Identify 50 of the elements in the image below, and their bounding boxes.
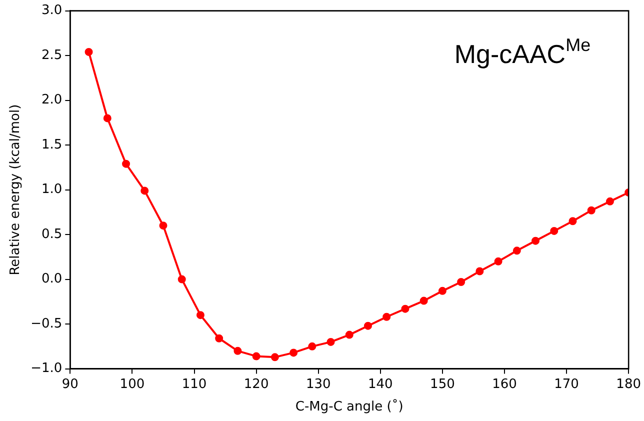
point [568,217,577,226]
x-tick-label: 100 [120,376,145,392]
x-tick-label: 160 [492,376,517,392]
point [457,278,466,286]
y-tick-label: −0.5 [30,316,62,332]
point [494,257,502,266]
y-tick-label: 1.0 [41,182,62,198]
point [159,222,168,230]
point [178,275,186,284]
y-tick-label: 2.0 [41,92,62,108]
point [476,267,484,276]
y-tick-label: 0.0 [41,272,62,287]
x-tick-label: 150 [430,376,455,392]
x-tick-label: 90 [62,376,78,392]
point [532,236,540,245]
y-axis-title: Relative energy (kcal/mol) [8,104,24,276]
y-tick-label: 2.5 [41,48,62,63]
point [103,114,112,122]
point [512,246,521,255]
point [215,334,224,342]
x-tick-label: 130 [306,376,331,392]
y-tick-label: 1.5 [41,137,62,152]
point [122,160,130,168]
point [196,311,204,320]
y-tick-label: −1.0 [30,361,62,376]
point [308,342,316,350]
point [438,286,446,295]
point [550,226,558,235]
point [252,352,260,360]
point [606,197,614,206]
x-tick-label: 180 [616,376,642,392]
point [140,186,149,195]
point [587,206,596,214]
point [364,322,372,330]
point [382,312,391,321]
point [345,330,354,339]
point [420,296,428,305]
y-tick-label: 3.0 [41,3,62,18]
point [234,346,242,355]
x-tick-label: 110 [182,376,207,392]
x-tick-label: 120 [244,376,269,392]
point [290,348,298,357]
point [326,338,335,346]
x-tick-label: 170 [554,376,579,392]
point [401,304,410,313]
point [84,48,93,56]
point [270,353,279,362]
y-tick-label: 0.5 [41,226,62,242]
x-tick-label: 140 [368,376,393,392]
x-axis-title: C-Mg-C angle (˚) [295,398,404,415]
